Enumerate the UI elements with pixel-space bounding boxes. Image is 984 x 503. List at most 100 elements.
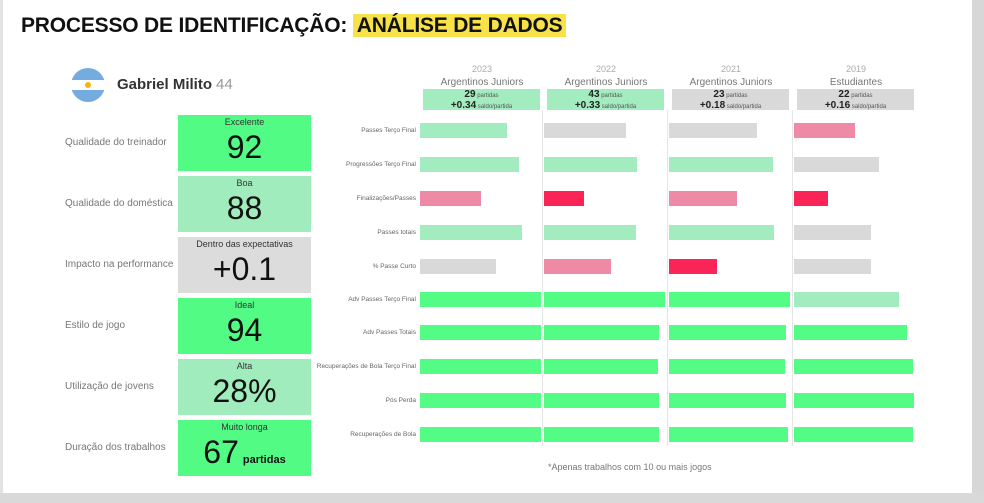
saldo-per-match: +0.33 saldo/partida bbox=[547, 100, 664, 111]
metric-rating: Excelente bbox=[224, 117, 265, 127]
matches-count: 22 partidas bbox=[797, 89, 914, 100]
column-year: 2023 bbox=[471, 64, 493, 74]
chart-bar bbox=[544, 393, 659, 408]
chart-bar bbox=[794, 191, 828, 206]
category-label: % Passe Curto bbox=[372, 263, 416, 270]
window-scroll-edge bbox=[972, 0, 984, 503]
metric-value: 28% bbox=[178, 373, 311, 410]
category-label: Recuperações de Bola bbox=[350, 431, 416, 438]
saldo-value: +0.33 bbox=[574, 100, 601, 111]
column-year: 2021 bbox=[720, 64, 742, 74]
chart-bar bbox=[669, 359, 786, 374]
coach-name-text: Gabriel Milito bbox=[117, 76, 213, 93]
chart-bar bbox=[669, 393, 787, 408]
matches-label: partidas bbox=[724, 93, 748, 99]
metric-rating: Alta bbox=[236, 361, 253, 371]
category-label: Passes Terço Final bbox=[361, 127, 416, 134]
chart-bar bbox=[794, 292, 900, 307]
chart-bar bbox=[794, 259, 872, 274]
column-team: Argentinos Juniors bbox=[564, 77, 648, 88]
metric-value: +0.1 bbox=[178, 251, 311, 288]
chart-bar bbox=[669, 427, 788, 442]
chart-bar bbox=[544, 325, 659, 340]
chart-bar bbox=[544, 123, 627, 138]
metric-value: 92 bbox=[178, 129, 311, 166]
chart-bar bbox=[544, 157, 638, 172]
chart-bar bbox=[669, 191, 737, 206]
chart-bar bbox=[420, 157, 520, 172]
metric-label: Utilização de jovens bbox=[65, 381, 154, 392]
matches-label: partidas bbox=[475, 93, 499, 99]
matches-count: 23 partidas bbox=[672, 89, 789, 100]
column-summary: 22 partidas +0.16 saldo/partida bbox=[797, 89, 914, 111]
column-summary: 23 partidas +0.18 saldo/partida bbox=[672, 89, 789, 111]
category-label: Adv Passes Terço Final bbox=[348, 296, 416, 303]
category-label: Finalizações/Passes bbox=[356, 195, 416, 202]
matches-count: 29 partidas bbox=[423, 89, 540, 100]
chart-bar bbox=[420, 325, 541, 340]
chart-bar bbox=[544, 359, 658, 374]
metric-label: Duração dos trabalhos bbox=[65, 442, 166, 453]
title-prefix: PROCESSO DE IDENTIFICAÇÃO: bbox=[21, 14, 348, 37]
saldo-value: +0.16 bbox=[824, 100, 851, 111]
category-label: Recuperações de Bola Terço Final bbox=[316, 363, 416, 370]
metric-rating: Muito longa bbox=[221, 422, 268, 432]
chart-bar bbox=[794, 325, 907, 340]
chart-bar bbox=[544, 292, 665, 307]
chart-bar bbox=[544, 191, 584, 206]
chart-bar bbox=[544, 225, 636, 240]
chart-bar bbox=[669, 123, 758, 138]
saldo-per-match: +0.16 saldo/partida bbox=[797, 100, 914, 111]
chart-bar bbox=[420, 225, 522, 240]
chart-bar bbox=[794, 157, 879, 172]
metric-card: Alta 28% bbox=[178, 359, 311, 415]
column-team: Argentinos Juniors bbox=[689, 77, 773, 88]
chart-bar bbox=[420, 292, 541, 307]
chart-bar bbox=[420, 191, 481, 206]
category-label: Adv Passes Totais bbox=[363, 329, 416, 336]
metric-card: Excelente 92 bbox=[178, 115, 311, 171]
metric-card: Boa 88 bbox=[178, 176, 311, 232]
chart-bar bbox=[420, 123, 508, 138]
metric-label: Impacto na performance bbox=[65, 259, 174, 270]
metric-label: Qualidade do treinador bbox=[65, 137, 167, 148]
matches-value: 43 bbox=[588, 89, 600, 100]
category-label: Pós Perda bbox=[385, 397, 416, 404]
metric-rating: Boa bbox=[236, 178, 253, 188]
chart-bar bbox=[420, 427, 541, 442]
title-highlight: ANÁLISE DE DADOS bbox=[352, 14, 567, 37]
chart-bar bbox=[794, 393, 914, 408]
column-team: Argentinos Juniors bbox=[440, 77, 524, 88]
metric-label: Estilo de jogo bbox=[65, 320, 126, 331]
saldo-label: saldo/partida bbox=[850, 104, 887, 110]
metric-card: Dentro das expectativas +0.1 bbox=[178, 237, 311, 293]
matches-value: 29 bbox=[464, 89, 476, 100]
category-label: Passes totais bbox=[377, 229, 416, 236]
chart-bar bbox=[544, 427, 659, 442]
metric-value-number: 92 bbox=[226, 129, 263, 165]
metric-value-number: 67 bbox=[203, 434, 239, 470]
saldo-per-match: +0.34 saldo/partida bbox=[423, 100, 540, 111]
column-divider bbox=[792, 110, 793, 446]
chart-bar bbox=[794, 123, 855, 138]
metric-rating: Ideal bbox=[234, 300, 255, 310]
chart-bar bbox=[794, 225, 872, 240]
column-summary: 43 partidas +0.33 saldo/partida bbox=[547, 89, 664, 111]
saldo-label: saldo/partida bbox=[600, 104, 637, 110]
category-label: Progressões Terço Final bbox=[346, 161, 416, 168]
coach-age: 44 bbox=[216, 76, 233, 93]
matches-value: 22 bbox=[838, 89, 850, 100]
footnote: *Apenas trabalhos com 10 ou mais jogos bbox=[548, 462, 712, 472]
saldo-label: saldo/partida bbox=[476, 104, 513, 110]
metric-value: 67 partidas bbox=[178, 434, 311, 471]
chart-bar bbox=[669, 325, 787, 340]
matches-label: partidas bbox=[599, 93, 623, 99]
column-divider bbox=[667, 110, 668, 446]
chart-bar bbox=[669, 225, 775, 240]
metric-card: Ideal 94 bbox=[178, 298, 311, 354]
metric-value: 94 bbox=[178, 312, 311, 349]
matches-count: 43 partidas bbox=[547, 89, 664, 100]
chart-bar bbox=[794, 427, 913, 442]
chart-bar bbox=[420, 393, 541, 408]
chart-bar bbox=[669, 292, 790, 307]
